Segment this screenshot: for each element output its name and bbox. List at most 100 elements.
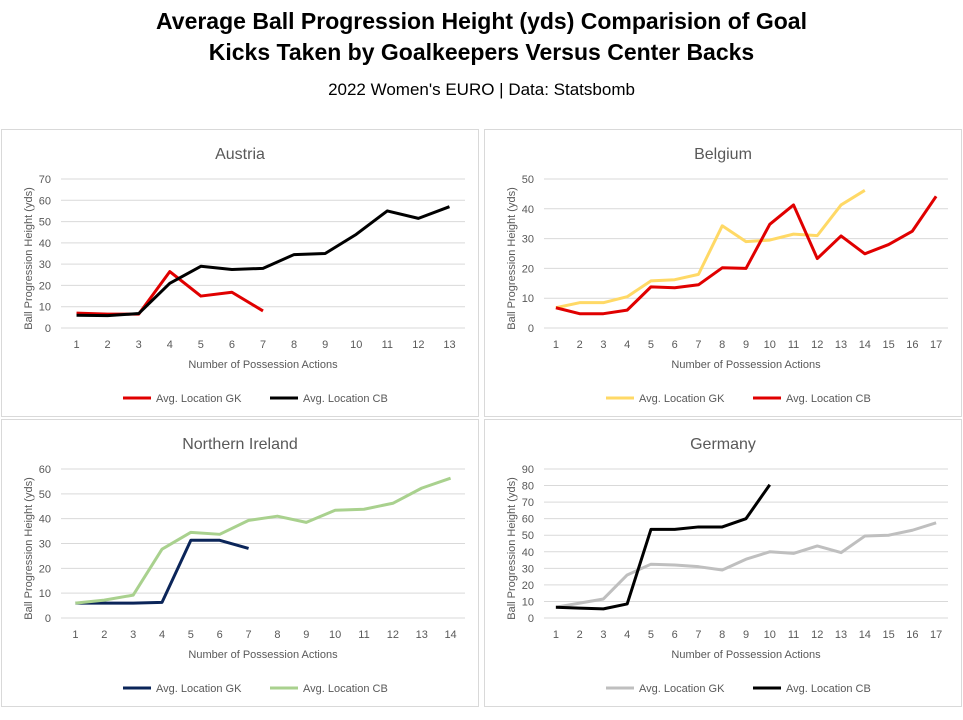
- y-axis-label: Ball Progression Height (yds): [23, 187, 35, 329]
- x-tick-label: 15: [882, 629, 894, 641]
- y-tick-label: 50: [39, 217, 51, 229]
- title-line-1: Average Ball Progression Height (yds) Co…: [156, 8, 807, 34]
- x-tick-label: 12: [811, 339, 823, 351]
- series-line-gk: [76, 270, 264, 316]
- x-tick-label: 11: [788, 339, 799, 351]
- chart-title: Austria: [215, 146, 265, 163]
- x-tick-label: 7: [695, 339, 701, 351]
- y-tick-label: 40: [39, 238, 51, 250]
- y-tick-label: 40: [39, 514, 51, 526]
- y-tick-label: 10: [39, 302, 51, 314]
- x-tick-label: 10: [764, 339, 776, 351]
- x-tick-label: 4: [624, 629, 630, 641]
- x-tick-label: 1: [73, 339, 79, 351]
- chart-germany: Germany 0 10 20 30 40 50 60 70 80 90 1 2 3 4 5 6 7 8 9 10 11 1…: [484, 419, 962, 707]
- series-line-gk: [555, 189, 866, 310]
- x-tick-label: 9: [743, 339, 749, 351]
- x-tick-label: 14: [859, 339, 871, 351]
- chart-title: Northern Ireland: [182, 436, 298, 453]
- y-axis-label: Ball Progression Height (yds): [23, 477, 35, 619]
- x-tick-label: 14: [444, 629, 456, 641]
- x-tick-label: 11: [382, 339, 393, 351]
- x-tick-label: 9: [743, 629, 749, 641]
- x-tick-label: 10: [350, 339, 362, 351]
- x-tick-label: 8: [274, 629, 280, 641]
- y-tick-label: 60: [522, 514, 534, 526]
- x-tick-label: 16: [906, 339, 918, 351]
- legend-label: Avg. Location CB: [303, 683, 388, 695]
- chart-title: Germany: [690, 436, 756, 453]
- legend-label: Avg. Location GK: [639, 683, 725, 695]
- y-tick-label: 80: [522, 481, 534, 493]
- x-tick-label: 7: [695, 629, 701, 641]
- x-tick-label: 12: [811, 629, 823, 641]
- x-tick-label: 11: [358, 629, 369, 641]
- y-tick-label: 0: [528, 323, 534, 335]
- x-tick-label: 9: [303, 629, 309, 641]
- x-tick-label: 3: [600, 629, 606, 641]
- x-tick-label: 6: [672, 629, 678, 641]
- x-tick-label: 1: [553, 339, 559, 351]
- x-axis-label: Number of Possession Actions: [671, 649, 821, 661]
- y-tick-label: 50: [39, 489, 51, 501]
- chart-title: Belgium: [694, 146, 752, 163]
- y-tick-label: 50: [522, 530, 534, 542]
- x-tick-label: 2: [101, 629, 107, 641]
- y-tick-label: 10: [522, 293, 534, 305]
- y-tick-label: 50: [522, 174, 534, 186]
- legend-label: Avg. Location CB: [786, 393, 871, 405]
- legend-label: Avg. Location GK: [639, 393, 725, 405]
- y-tick-label: 10: [522, 596, 534, 608]
- x-tick-label: 2: [577, 629, 583, 641]
- y-tick-label: 0: [45, 323, 51, 335]
- x-tick-label: 9: [322, 339, 328, 351]
- x-tick-label: 2: [577, 339, 583, 351]
- y-tick-label: 60: [39, 195, 51, 207]
- x-tick-label: 2: [105, 339, 111, 351]
- legend-label: Avg. Location CB: [303, 393, 388, 405]
- x-tick-label: 1: [72, 629, 78, 641]
- x-axis-label: Number of Possession Actions: [188, 649, 338, 661]
- x-tick-label: 5: [198, 339, 204, 351]
- x-tick-label: 8: [291, 339, 297, 351]
- y-tick-label: 20: [39, 563, 51, 575]
- x-tick-label: 13: [416, 629, 428, 641]
- y-tick-label: 30: [39, 539, 51, 551]
- y-tick-label: 40: [522, 204, 534, 216]
- y-tick-label: 30: [39, 259, 51, 271]
- x-axis-label: Number of Possession Actions: [671, 359, 821, 371]
- y-tick-label: 90: [522, 464, 534, 476]
- legend-label: Avg. Location GK: [156, 393, 242, 405]
- x-tick-label: 13: [835, 629, 847, 641]
- series-line-cb: [555, 195, 938, 316]
- x-tick-label: 12: [387, 629, 399, 641]
- x-tick-label: 5: [648, 339, 654, 351]
- series-line-cb: [75, 476, 452, 605]
- x-tick-label: 14: [859, 629, 871, 641]
- x-tick-label: 7: [246, 629, 252, 641]
- y-tick-label: 0: [528, 613, 534, 625]
- x-tick-label: 5: [188, 629, 194, 641]
- series-line-gk: [75, 538, 249, 605]
- x-tick-label: 4: [159, 629, 165, 641]
- y-tick-label: 20: [39, 280, 51, 292]
- y-tick-label: 20: [522, 263, 534, 275]
- x-tick-label: 4: [167, 339, 173, 351]
- x-tick-label: 16: [906, 629, 918, 641]
- x-tick-label: 6: [217, 629, 223, 641]
- y-tick-label: 70: [39, 174, 51, 186]
- chart-belgium: Belgium 0 10 20 30 40 50 1 2 3 4 5 6 7 8 9 10 11 12 13 14 15 1…: [484, 129, 962, 417]
- x-axis-label: Number of Possession Actions: [188, 359, 338, 371]
- legend-label: Avg. Location GK: [156, 683, 242, 695]
- x-tick-label: 3: [136, 339, 142, 351]
- title-line-2: Kicks Taken by Goalkeepers Versus Center…: [208, 39, 755, 65]
- y-tick-label: 30: [522, 234, 534, 246]
- y-tick-label: 60: [39, 464, 51, 476]
- x-tick-label: 10: [764, 629, 776, 641]
- x-tick-label: 4: [624, 339, 630, 351]
- x-tick-label: 13: [835, 339, 847, 351]
- x-tick-label: 8: [719, 339, 725, 351]
